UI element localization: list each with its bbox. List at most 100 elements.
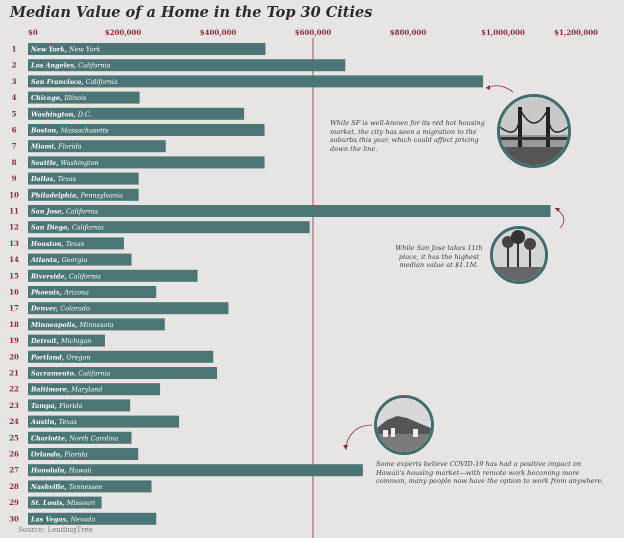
rank-label: 9: [12, 174, 17, 183]
rank-label: 21: [9, 369, 19, 378]
rank-label: 26: [9, 450, 19, 459]
bar: [28, 383, 161, 396]
bar: [28, 205, 551, 217]
bar-label: Phoenix, Arizona: [30, 289, 89, 297]
annotation-arrow: [554, 207, 565, 229]
bar: [28, 140, 166, 153]
x-tick-label: $1,000,000: [481, 28, 525, 37]
bar: [28, 269, 198, 282]
rank-label: 3: [12, 77, 17, 86]
annotation-arrow: [345, 424, 373, 446]
arrow-head: [343, 445, 348, 450]
bar-label: Washington, D.C.: [31, 110, 91, 118]
bar-label: San Diego, California: [31, 224, 104, 232]
bar-label: New York, New York: [30, 46, 101, 54]
bar-label: Denver, Colorado: [30, 305, 90, 313]
arrow-head: [486, 85, 490, 90]
bar-label: Orlando, Florida: [31, 451, 88, 459]
x-tick-label: $200,000: [105, 28, 142, 37]
rank-label: 12: [9, 223, 19, 232]
rank-label: 13: [9, 239, 19, 248]
bar-label: San Francisco, California: [31, 78, 118, 86]
palm-trees-photo: [490, 226, 548, 284]
rank-label: 10: [9, 190, 19, 199]
bar: [28, 367, 218, 379]
rank-label: 23: [9, 401, 19, 410]
bar-label: Charlotte, North Carolina: [31, 434, 118, 442]
bar: [28, 221, 310, 234]
rank-label: 2: [12, 61, 17, 70]
bar: [28, 350, 214, 363]
rank-label: 8: [12, 158, 17, 167]
bar-label: Sacramento, California: [31, 370, 111, 378]
annotation-honolulu: Some experts believe COVID-19 has had a …: [376, 460, 604, 486]
bar-label: Philadelphia, Pennsylvania: [30, 191, 123, 199]
rank-label: 15: [9, 271, 19, 280]
bar: [28, 124, 265, 136]
bar: [28, 415, 180, 428]
bar-label: Seattle, Washington: [31, 159, 99, 167]
arrow-head: [555, 208, 560, 212]
bar-label: Atlanta, Georgia: [30, 256, 87, 264]
bar: [28, 480, 152, 493]
bar: [28, 253, 132, 266]
bar: [28, 107, 245, 120]
bar-label: Los Angeles, California: [30, 62, 110, 70]
rank-label: 30: [9, 514, 19, 523]
bar-label: Boston, Massachusetts: [30, 127, 109, 135]
bar-label: Portland, Oregon: [30, 353, 91, 361]
bar: [28, 448, 139, 460]
rank-label: 4: [12, 93, 17, 102]
bar: [28, 156, 265, 169]
bar: [28, 464, 363, 477]
rank-label: 22: [9, 385, 19, 394]
bar-label: Detroit, Michigan: [30, 337, 91, 345]
bar: [28, 172, 139, 185]
bar: [28, 43, 266, 55]
rank-label: 11: [9, 207, 19, 216]
bar-label: Miami, Florida: [30, 143, 82, 151]
bar: [28, 59, 346, 72]
golden-gate-bridge-photo: [497, 94, 571, 168]
rank-label: 16: [9, 288, 19, 297]
rank-label: 5: [12, 109, 17, 118]
bar: [28, 512, 157, 525]
rank-label: 7: [12, 142, 17, 151]
bar-label: Baltimore, Maryland: [30, 386, 102, 394]
x-tick-label: $1,200,000: [554, 28, 598, 37]
rank-label: 25: [9, 433, 19, 442]
rank-label: 28: [9, 482, 19, 491]
x-tick-label: $800,000: [390, 28, 427, 37]
bar-label: Nashville, Tennessee: [30, 483, 103, 491]
bar-label: San Jose, California: [31, 208, 98, 216]
x-tick-label: $0: [28, 28, 38, 37]
bar: [28, 75, 484, 88]
bar-label: St. Louis, Missouri: [31, 499, 95, 507]
x-tick-label: $600,000: [295, 28, 332, 37]
rank-label: 24: [9, 417, 19, 426]
rank-label: 29: [9, 498, 19, 507]
bar-label: Honolulu, Hawaii: [30, 467, 92, 475]
diamond-head-photo: [374, 395, 434, 455]
bar-label: Dallas, Texas: [30, 175, 77, 183]
bar-label: Tampa, Florida: [31, 402, 83, 410]
rank-label: 18: [9, 320, 19, 329]
rank-label: 20: [9, 352, 19, 361]
bar-label: Houston, Texas: [30, 240, 85, 248]
annotation-arrow: [485, 85, 514, 93]
bar: [28, 399, 131, 412]
bar: [28, 496, 102, 509]
rank-label: 19: [9, 336, 19, 345]
annotation-san-francisco: While SF is well-known for its red hot h…: [330, 119, 485, 153]
bar-label: Austin, Texas: [30, 418, 78, 426]
chart-title: Median Value of a Home in the Top 30 Cit…: [10, 4, 373, 21]
bar: [28, 286, 157, 298]
bar: [28, 318, 165, 331]
rank-label: 1: [12, 45, 17, 54]
bar: [28, 237, 124, 250]
rank-label: 6: [12, 126, 17, 135]
x-tick-label: $400,000: [200, 28, 237, 37]
bar: [28, 334, 105, 347]
bar: [28, 302, 229, 315]
